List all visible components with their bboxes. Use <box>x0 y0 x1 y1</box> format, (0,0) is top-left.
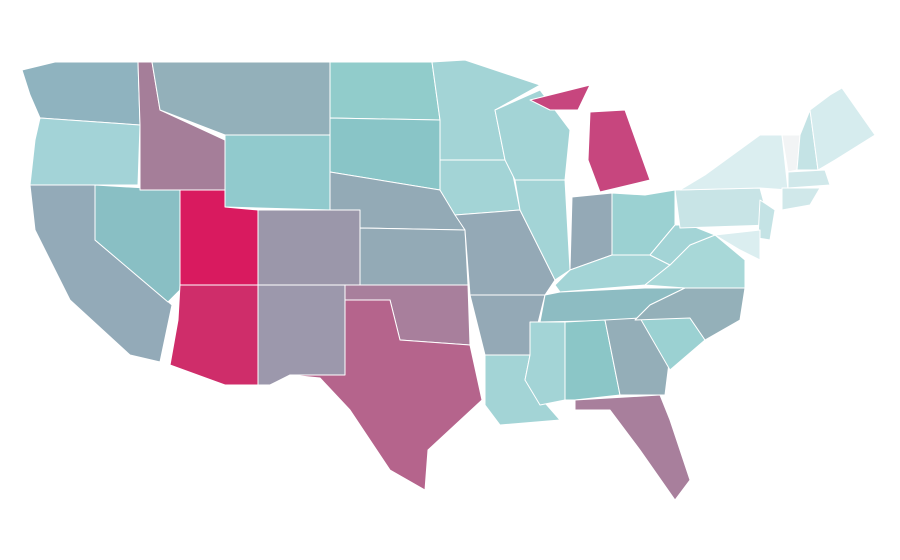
state <box>439 159 521 216</box>
state <box>679 134 789 191</box>
state <box>634 287 746 341</box>
state <box>564 319 621 401</box>
state <box>529 84 591 111</box>
state <box>674 187 771 229</box>
state <box>169 284 259 386</box>
state <box>809 87 876 171</box>
state <box>574 394 691 501</box>
state <box>289 299 483 491</box>
state <box>257 284 346 386</box>
state <box>257 209 361 286</box>
state <box>714 229 761 261</box>
state <box>21 61 141 126</box>
state <box>757 199 776 241</box>
state <box>587 109 651 193</box>
state <box>781 187 821 211</box>
state <box>224 134 331 211</box>
state <box>514 179 571 281</box>
state <box>329 61 441 121</box>
state <box>359 227 469 286</box>
state <box>787 169 831 189</box>
state <box>29 117 141 186</box>
